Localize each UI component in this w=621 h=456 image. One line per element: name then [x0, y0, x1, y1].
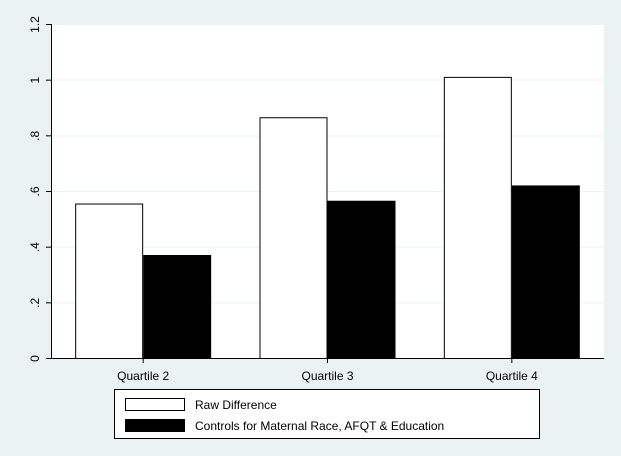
bar-controls-4 [511, 185, 580, 359]
bar-raw-2 [75, 203, 144, 359]
x-tick-label-2: Quartile 2 [117, 369, 169, 383]
y-tick-label-4: .8 [28, 131, 42, 141]
legend-swatch-controls [125, 419, 185, 432]
bar-raw-3 [259, 117, 328, 359]
legend-swatch-raw-difference [125, 398, 185, 411]
y-tick-label-1: .2 [28, 298, 42, 308]
legend: Raw Difference Controls for Maternal Rac… [114, 389, 540, 439]
y-tick-label-5: 1 [28, 77, 42, 84]
legend-label-raw-difference: Raw Difference [195, 397, 277, 412]
y-tick-label-6: 1.2 [28, 16, 42, 33]
x-tick-label-4: Quartile 4 [486, 369, 538, 383]
bar-controls-3 [327, 200, 396, 359]
y-tick-label-0: 0 [28, 355, 42, 362]
x-tick-label-3: Quartile 3 [301, 369, 353, 383]
legend-item-raw-difference: Raw Difference [125, 396, 277, 413]
legend-label-controls: Controls for Maternal Race, AFQT & Educa… [195, 418, 445, 433]
legend-item-controls: Controls for Maternal Race, AFQT & Educa… [125, 417, 444, 434]
y-tick-label-3: .6 [28, 186, 42, 196]
y-tick-label-2: .4 [28, 242, 42, 252]
bar-raw-4 [443, 76, 512, 359]
bar-controls-2 [143, 255, 212, 359]
